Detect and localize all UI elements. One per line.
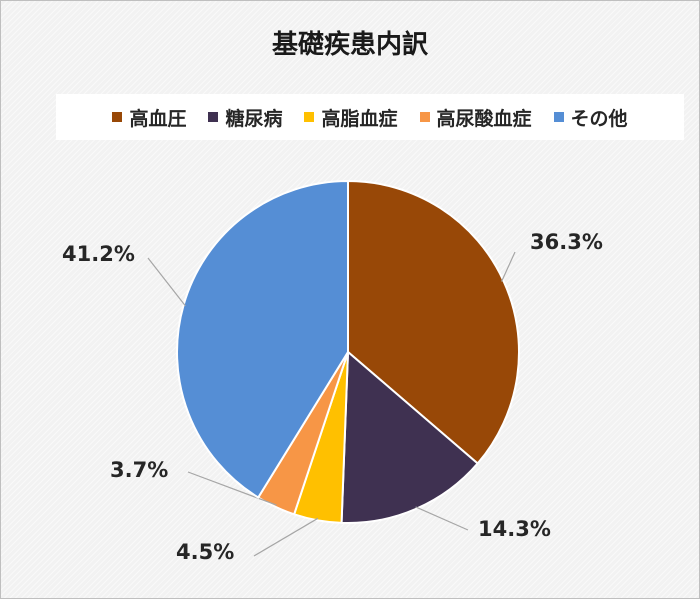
- pie-slice-hypertension: [347, 179, 520, 465]
- pie-slice-other: [176, 179, 349, 499]
- legend-swatch-diabetes: [208, 112, 219, 122]
- legend-item-hyperuricemia: 高尿酸血症: [419, 104, 532, 131]
- leader-line-hyperuricemia: [187, 471, 277, 506]
- legend-swatch-other: [553, 112, 564, 122]
- legend-item-other: その他: [553, 104, 628, 131]
- legend-label-hyperlipidemia: 高脂血症: [321, 107, 398, 130]
- leader-line-hypertension: [501, 251, 516, 282]
- pie-slice-diabetes: [340, 349, 480, 524]
- legend-item-hypertension: 高血圧: [112, 104, 186, 131]
- data-label-hyperlipidemia: 4.5%: [176, 540, 234, 564]
- legend: 高血圧 糖尿病 高脂血症 高尿酸血症 その他: [56, 94, 684, 140]
- data-label-diabetes: 14.3%: [478, 517, 551, 541]
- legend-label-hyperuricemia: 高尿酸血症: [436, 107, 532, 130]
- legend-swatch-hyperlipidemia: [304, 112, 315, 122]
- legend-item-hyperlipidemia: 高脂血症: [304, 104, 398, 131]
- legend-label-diabetes: 糖尿病: [225, 107, 283, 130]
- legend-swatch-hypertension: [112, 112, 123, 122]
- leader-line-hyperlipidemia: [253, 517, 319, 557]
- legend-label-other: その他: [570, 107, 628, 130]
- data-label-hyperuricemia: 3.7%: [110, 458, 168, 482]
- legend-swatch-hyperuricemia: [419, 112, 430, 122]
- leader-line-other: [147, 257, 186, 307]
- data-label-hypertension: 36.3%: [530, 230, 603, 254]
- legend-item-diabetes: 糖尿病: [208, 104, 282, 131]
- chart-title: 基礎疾患内訳: [271, 30, 428, 60]
- leader-line-diabetes: [415, 506, 469, 531]
- data-label-other: 41.2%: [62, 242, 135, 266]
- legend-label-hypertension: 高血圧: [129, 107, 187, 130]
